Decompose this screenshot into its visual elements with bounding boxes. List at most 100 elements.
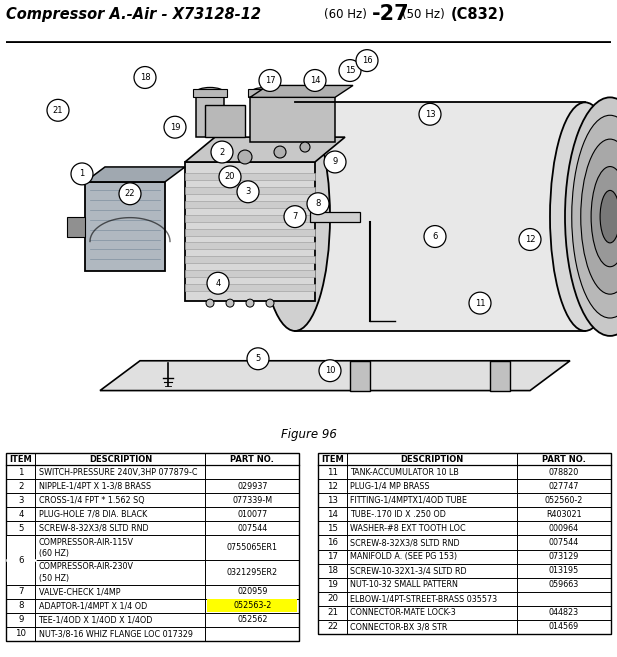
Text: CROSS-1/4 FPT * 1.562 SQ: CROSS-1/4 FPT * 1.562 SQ — [38, 496, 144, 505]
Bar — [205, 105, 245, 137]
Text: 16: 16 — [327, 538, 338, 547]
Text: 15: 15 — [327, 524, 338, 533]
Bar — [185, 256, 315, 263]
Circle shape — [237, 181, 259, 203]
Text: 9: 9 — [333, 158, 337, 166]
Text: -27: -27 — [372, 5, 410, 24]
Text: MANIFOLD A. (SEE PG 153): MANIFOLD A. (SEE PG 153) — [350, 552, 457, 561]
Text: ITEM: ITEM — [9, 455, 32, 464]
Bar — [185, 242, 315, 250]
Bar — [185, 201, 315, 208]
Bar — [185, 162, 315, 301]
Circle shape — [119, 183, 141, 205]
Text: 5: 5 — [18, 524, 23, 533]
Circle shape — [246, 299, 254, 307]
Text: R403021: R403021 — [546, 510, 582, 519]
Text: 3: 3 — [246, 187, 251, 196]
Bar — [185, 284, 315, 291]
Text: CONNECTOR-MATE LOCK-3: CONNECTOR-MATE LOCK-3 — [350, 608, 456, 618]
Text: SCREW-8-32X3/8 SLTD RND: SCREW-8-32X3/8 SLTD RND — [350, 538, 460, 547]
Text: 4: 4 — [215, 279, 221, 288]
Text: 11: 11 — [327, 468, 338, 476]
Text: CONNECTOR-BX 3/8 STR: CONNECTOR-BX 3/8 STR — [350, 622, 447, 631]
Bar — [185, 173, 315, 180]
Text: 21: 21 — [52, 106, 64, 115]
Ellipse shape — [565, 97, 617, 336]
Circle shape — [304, 70, 326, 91]
Text: 19: 19 — [170, 123, 180, 131]
Text: (50 Hz): (50 Hz) — [402, 8, 445, 21]
Text: DESCRIPTION: DESCRIPTION — [89, 455, 152, 464]
Text: 013195: 013195 — [549, 566, 579, 575]
Text: 007544: 007544 — [237, 524, 268, 533]
Text: 6: 6 — [18, 556, 23, 564]
Bar — [350, 361, 370, 390]
Text: 052562: 052562 — [237, 616, 268, 624]
Bar — [248, 89, 282, 97]
Text: 014569: 014569 — [549, 622, 579, 631]
Text: FITTING-1/4MPTX1/4OD TUBE: FITTING-1/4MPTX1/4OD TUBE — [350, 496, 467, 505]
Text: 5: 5 — [255, 354, 260, 363]
Text: (60 Hz): (60 Hz) — [324, 8, 366, 21]
Circle shape — [164, 116, 186, 138]
Circle shape — [259, 70, 281, 91]
Text: 8: 8 — [315, 199, 321, 208]
Text: 12: 12 — [524, 235, 536, 244]
Text: 1: 1 — [80, 170, 85, 179]
Text: 20: 20 — [225, 172, 235, 181]
Bar — [490, 361, 510, 390]
Text: TEE-1/4OD X 1/4OD X 1/4OD: TEE-1/4OD X 1/4OD X 1/4OD — [38, 616, 153, 624]
Text: PART NO.: PART NO. — [542, 455, 586, 464]
Bar — [318, 453, 611, 634]
Text: 17: 17 — [265, 76, 275, 85]
Bar — [251, 93, 279, 137]
Circle shape — [307, 193, 329, 215]
Text: PLUG-1/4 MP BRASS: PLUG-1/4 MP BRASS — [350, 482, 430, 491]
Text: (C832): (C832) — [450, 7, 505, 22]
Ellipse shape — [260, 102, 330, 331]
Circle shape — [339, 60, 361, 81]
Bar — [185, 215, 315, 221]
Text: COMPRESSOR-AIR-230V: COMPRESSOR-AIR-230V — [38, 562, 133, 571]
Text: 020959: 020959 — [237, 587, 268, 597]
Ellipse shape — [550, 102, 617, 331]
Text: 21: 21 — [327, 608, 338, 618]
Circle shape — [356, 50, 378, 72]
Text: 1: 1 — [18, 468, 23, 476]
Text: 2: 2 — [18, 482, 23, 491]
Bar — [185, 229, 315, 235]
Text: 059663: 059663 — [549, 580, 579, 589]
Bar — [185, 270, 315, 277]
Text: 052560-2: 052560-2 — [545, 496, 583, 505]
Ellipse shape — [572, 115, 617, 318]
Text: 11: 11 — [474, 299, 485, 307]
Text: 15: 15 — [345, 66, 355, 75]
Bar — [85, 182, 165, 271]
Text: 2: 2 — [220, 148, 225, 156]
Circle shape — [71, 163, 93, 185]
Circle shape — [284, 206, 306, 227]
Text: 6: 6 — [433, 232, 437, 241]
Text: 10: 10 — [325, 366, 335, 375]
Text: 20: 20 — [327, 595, 338, 603]
Text: 18: 18 — [139, 73, 151, 82]
Text: ITEM: ITEM — [321, 455, 344, 464]
Bar — [185, 187, 315, 194]
Text: PART NO.: PART NO. — [230, 455, 275, 464]
Text: 16: 16 — [362, 56, 372, 65]
Text: Figure 96: Figure 96 — [281, 428, 336, 441]
Bar — [196, 93, 224, 137]
Text: SWITCH-PRESSURE 240V,3HP 077879-C: SWITCH-PRESSURE 240V,3HP 077879-C — [38, 468, 197, 476]
Text: 7: 7 — [292, 212, 297, 221]
Circle shape — [226, 299, 234, 307]
Text: TUBE-.170 ID X .250 OD: TUBE-.170 ID X .250 OD — [350, 510, 446, 519]
Polygon shape — [100, 361, 570, 390]
Text: 13: 13 — [327, 496, 338, 505]
Text: 8: 8 — [18, 601, 23, 610]
Text: 9: 9 — [18, 616, 23, 624]
Polygon shape — [310, 212, 360, 221]
Text: 22: 22 — [125, 189, 135, 198]
Polygon shape — [295, 102, 585, 331]
Text: 078820: 078820 — [549, 468, 579, 476]
Text: WASHER-#8 EXT TOOTH LOC: WASHER-#8 EXT TOOTH LOC — [350, 524, 466, 533]
